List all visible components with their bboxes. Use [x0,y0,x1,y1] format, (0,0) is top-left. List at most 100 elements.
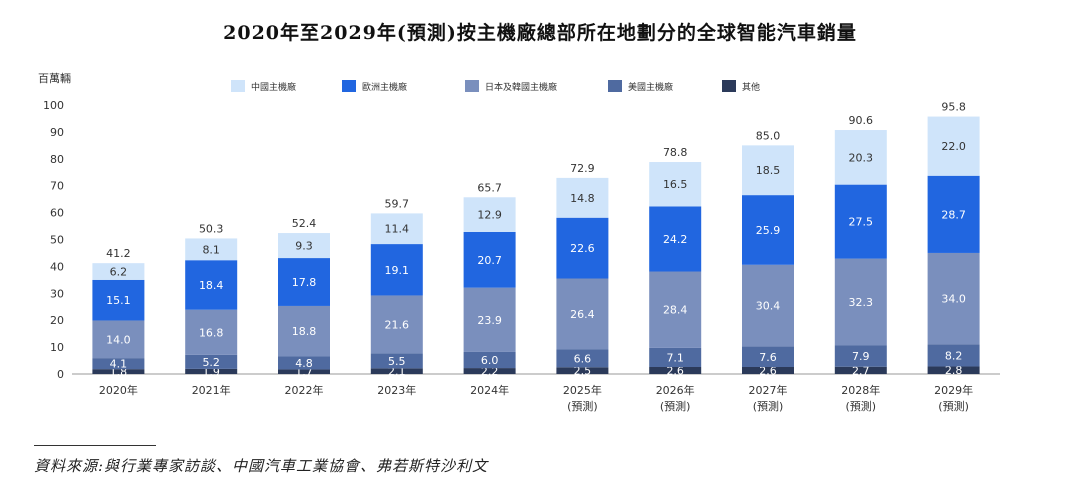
bar-segment-label: 2.2 [481,365,499,378]
bar-segment [556,217,609,279]
x-tick-label: 2025年 [563,383,602,397]
y-tick-label: 40 [50,260,64,273]
bar-total-label: 41.2 [106,247,131,260]
x-tick-label: 2026年 [656,383,695,397]
bar-segment [278,369,330,374]
bar-segment-label: 2.7 [852,364,870,377]
bar-segment [370,244,423,296]
y-axis-label: 百萬輛 [38,71,71,85]
x-tick-note: (預測) [660,399,691,413]
bar-segment [649,347,702,368]
bar-total-label: 95.8 [941,101,966,114]
bar-stack: 2.26.0 23.9 20.7 12.9 [463,197,516,378]
bar-segment-label: 2.8 [945,364,963,377]
bar-segment [185,309,238,355]
legend-label: 美國主機廠 [628,81,673,93]
bar-segment [185,238,238,261]
legend-label: 歐洲主機廠 [362,81,407,93]
bar-segment-label: 2.1 [388,365,406,378]
bar-segment-label: 30.4 [756,300,781,313]
bar-segment [92,263,145,280]
y-tick-label: 0 [57,368,64,381]
bar-total-label: 90.6 [849,114,874,127]
bar-segment [370,213,423,245]
bar-segment-label: 34.0 [941,293,966,306]
bar-segment-label: 4.8 [295,357,313,370]
bar-segment-label: 27.5 [849,216,874,229]
bar-segment-label: 11.4 [385,223,410,236]
bar-segment-label: 17.8 [292,276,317,289]
y-tick-label: 70 [50,180,64,193]
bar-total-label: 65.7 [477,181,502,194]
bar-segment [278,305,330,357]
bar-segment [556,278,609,350]
bar-segment [834,130,887,185]
x-tick-label: 2020年 [99,383,138,397]
bar-segment-label: 6.6 [574,352,592,365]
bar-segment [556,367,609,374]
legend-swatch [231,80,245,92]
bar-segment [742,367,794,374]
bar-segment-label: 9.3 [295,240,313,253]
bar-segment [278,258,330,306]
bar-segment [370,295,423,354]
bar-segment-label: 6.2 [110,266,128,279]
bar-segment [463,287,516,352]
bar-segment-label: 5.5 [388,355,406,368]
bar-segment-label: 12.9 [477,209,502,222]
bar-segment [927,344,980,367]
x-tick-label: 2028年 [841,383,880,397]
bar-stack: 1.74.818.817.89.3 [278,233,330,379]
bar-segment [92,358,145,370]
bar-stack: 1.95.216.818.48.1 [185,238,238,378]
bar-segment-label: 14.0 [106,333,131,346]
bar-segment [185,260,238,310]
bar-total-label: 78.8 [663,146,688,159]
bar-segment-label: 32.3 [849,296,874,309]
y-tick-label: 60 [50,207,64,220]
bar-segment [463,368,516,374]
bar-segment [927,252,980,345]
bar-segment-label: 8.1 [202,243,220,256]
bar-segment [742,145,794,196]
bar-segment-label: 18.5 [756,164,781,177]
x-tick-label: 2029年 [934,383,973,397]
y-tick-label: 10 [50,341,64,354]
bar-segment-label: 7.1 [666,351,684,364]
bar-segment-label: 23.9 [477,314,502,327]
bar-stack: 2.15.5 21.6 19.1 11.4 [370,213,423,378]
x-tick-note: (預測) [846,399,877,413]
bar-segment-label: 2.6 [759,365,777,378]
bar-segment-label: 16.5 [663,178,688,191]
bar-segment-label: 5.2 [202,356,220,369]
y-tick-label: 100 [43,99,64,112]
bar-segment [834,345,887,367]
bar-segment-label: 24.2 [663,233,688,246]
bar-total-label: 59.7 [385,197,410,210]
bar-segment [742,264,794,347]
bar-segment-label: 18.8 [292,325,317,338]
x-tick-label: 2024年 [470,383,509,397]
bar-segment-label: 19.1 [385,264,410,277]
bar-segment [185,354,238,369]
bar-segment-label: 8.2 [945,349,963,362]
x-tick-note: (預測) [567,399,598,413]
x-tick-label: 2023年 [377,383,416,397]
bar-segment-label: 22.0 [941,140,966,153]
legend-label: 日本及韓國主機廠 [485,81,557,93]
bar-segment-label: 21.6 [385,319,410,332]
bar-stack: 2.8 8.2 34.0 28.7 22.0 [927,116,980,377]
x-tick-note: (預測) [753,399,784,413]
bar-segment [92,279,145,321]
bar-segment-label: 14.8 [570,192,595,205]
bar-segment-label: 6.0 [481,354,499,367]
bar-segment [463,197,516,232]
bar-segment [278,233,330,259]
y-tick-label: 30 [50,287,64,300]
bar-segment [649,162,702,207]
bar-total-label: 85.0 [756,129,781,142]
source-divider [34,445,156,446]
bar-segment [92,369,145,374]
bar-segment-label: 4.1 [110,358,128,371]
bar-total-label: 50.3 [199,222,224,235]
